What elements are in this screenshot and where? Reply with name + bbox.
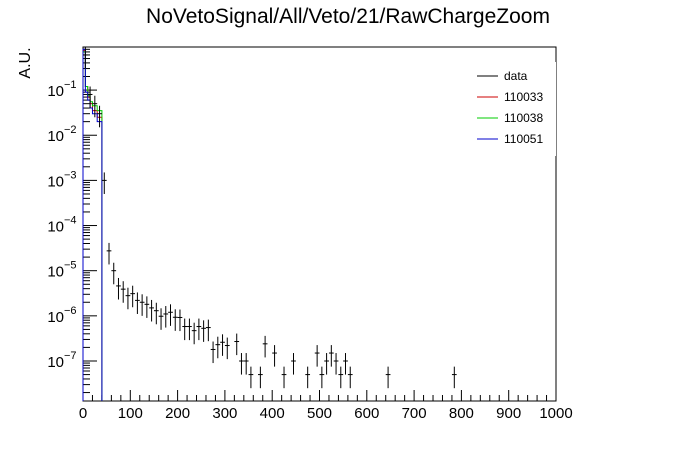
y-tick-label: 10 [47, 219, 64, 236]
plot-area [82, 47, 457, 401]
data-point [177, 309, 183, 332]
data-point [333, 353, 339, 375]
data-point [224, 337, 230, 360]
data-point [205, 319, 211, 342]
data-point [168, 304, 173, 326]
data-point [385, 366, 391, 389]
y-tick-label: 10 [47, 309, 64, 326]
x-tick-label: 800 [449, 405, 474, 422]
data-point [305, 366, 311, 389]
y-tick-exponent: −5 [64, 260, 77, 272]
y-tick-label: 10 [47, 83, 64, 100]
data-point [210, 341, 216, 364]
chart-title: NoVetoSignal/All/Veto/21/RawChargeZoom [146, 5, 550, 28]
x-tick-label: 900 [496, 405, 521, 422]
data-point [248, 366, 254, 389]
legend-label: 110038 [504, 111, 543, 125]
data-point [149, 299, 154, 322]
data-point [116, 277, 121, 300]
data-point [187, 318, 192, 341]
data-point [215, 336, 221, 359]
data-point [153, 302, 159, 325]
data-point [120, 281, 126, 303]
data-point [234, 333, 240, 356]
y-tick-exponent: −7 [64, 350, 77, 362]
data-point [172, 309, 178, 331]
y-tick-exponent: −6 [64, 305, 77, 317]
data-point [324, 353, 329, 375]
data-point [272, 345, 277, 367]
y-tick-exponent: −3 [64, 169, 77, 181]
legend-entry: 110051 [477, 132, 543, 146]
data-point [130, 285, 136, 308]
legend-entries: data 110033 110038 110051 [477, 69, 543, 146]
data-point [182, 318, 188, 341]
y-axis: 10−710−610−510−410−310−210−1 [47, 46, 97, 394]
x-tick-label: 100 [118, 405, 143, 422]
x-tick-label: 0 [79, 405, 87, 422]
legend [470, 62, 556, 156]
legend-label: 110033 [504, 90, 543, 104]
legend-label: 110051 [504, 132, 543, 146]
data-point [243, 353, 249, 375]
data-point [220, 334, 225, 356]
data-point [111, 262, 117, 285]
data-point [125, 287, 131, 310]
y-tick-label: 10 [47, 264, 64, 281]
legend-entry: data [477, 69, 528, 83]
data-point [319, 366, 325, 389]
data-point [87, 86, 93, 109]
data-point [328, 345, 334, 367]
data-point [163, 306, 169, 328]
data-point [201, 320, 206, 342]
y-tick-exponent: −4 [64, 215, 77, 227]
y-tick-label: 10 [47, 128, 64, 145]
legend-entry: 110033 [477, 90, 543, 104]
x-tick-label: 500 [307, 405, 332, 422]
data-point [139, 294, 145, 316]
data-point [239, 353, 244, 375]
legend-label: data [504, 69, 528, 83]
x-tick-label: 200 [165, 405, 190, 422]
data-point [291, 353, 296, 375]
data-point [451, 366, 457, 389]
data-point [83, 47, 88, 69]
data-point [258, 366, 263, 389]
x-tick-label: 400 [260, 405, 285, 422]
data-point [97, 105, 102, 128]
x-tick-label: 1000 [539, 405, 572, 422]
y-tick-exponent: −2 [64, 124, 77, 136]
data-point [106, 242, 112, 265]
data-point [101, 172, 107, 194]
x-tick-label: 300 [212, 405, 237, 422]
legend-entry: 110038 [477, 111, 543, 125]
x-tick-label: 700 [402, 405, 427, 422]
y-axis-label: A.U. [17, 47, 34, 78]
data-point [347, 366, 353, 389]
y-tick-label: 10 [47, 173, 64, 190]
data-point [281, 366, 287, 389]
x-axis: 0 100 200 300 400 500 600 700 800 900 1000 [79, 390, 573, 422]
x-tick-label: 600 [354, 405, 379, 422]
data-point [191, 322, 197, 345]
data-point [262, 335, 268, 358]
data-point [92, 95, 98, 118]
data-point [338, 366, 344, 389]
y-tick-exponent: −1 [64, 79, 77, 91]
data-point [196, 318, 202, 341]
y-tick-label: 10 [47, 354, 64, 371]
data-point [135, 292, 140, 314]
data-point [144, 296, 150, 318]
data-point [158, 308, 164, 330]
data-point [343, 353, 348, 375]
data-point [314, 345, 320, 367]
